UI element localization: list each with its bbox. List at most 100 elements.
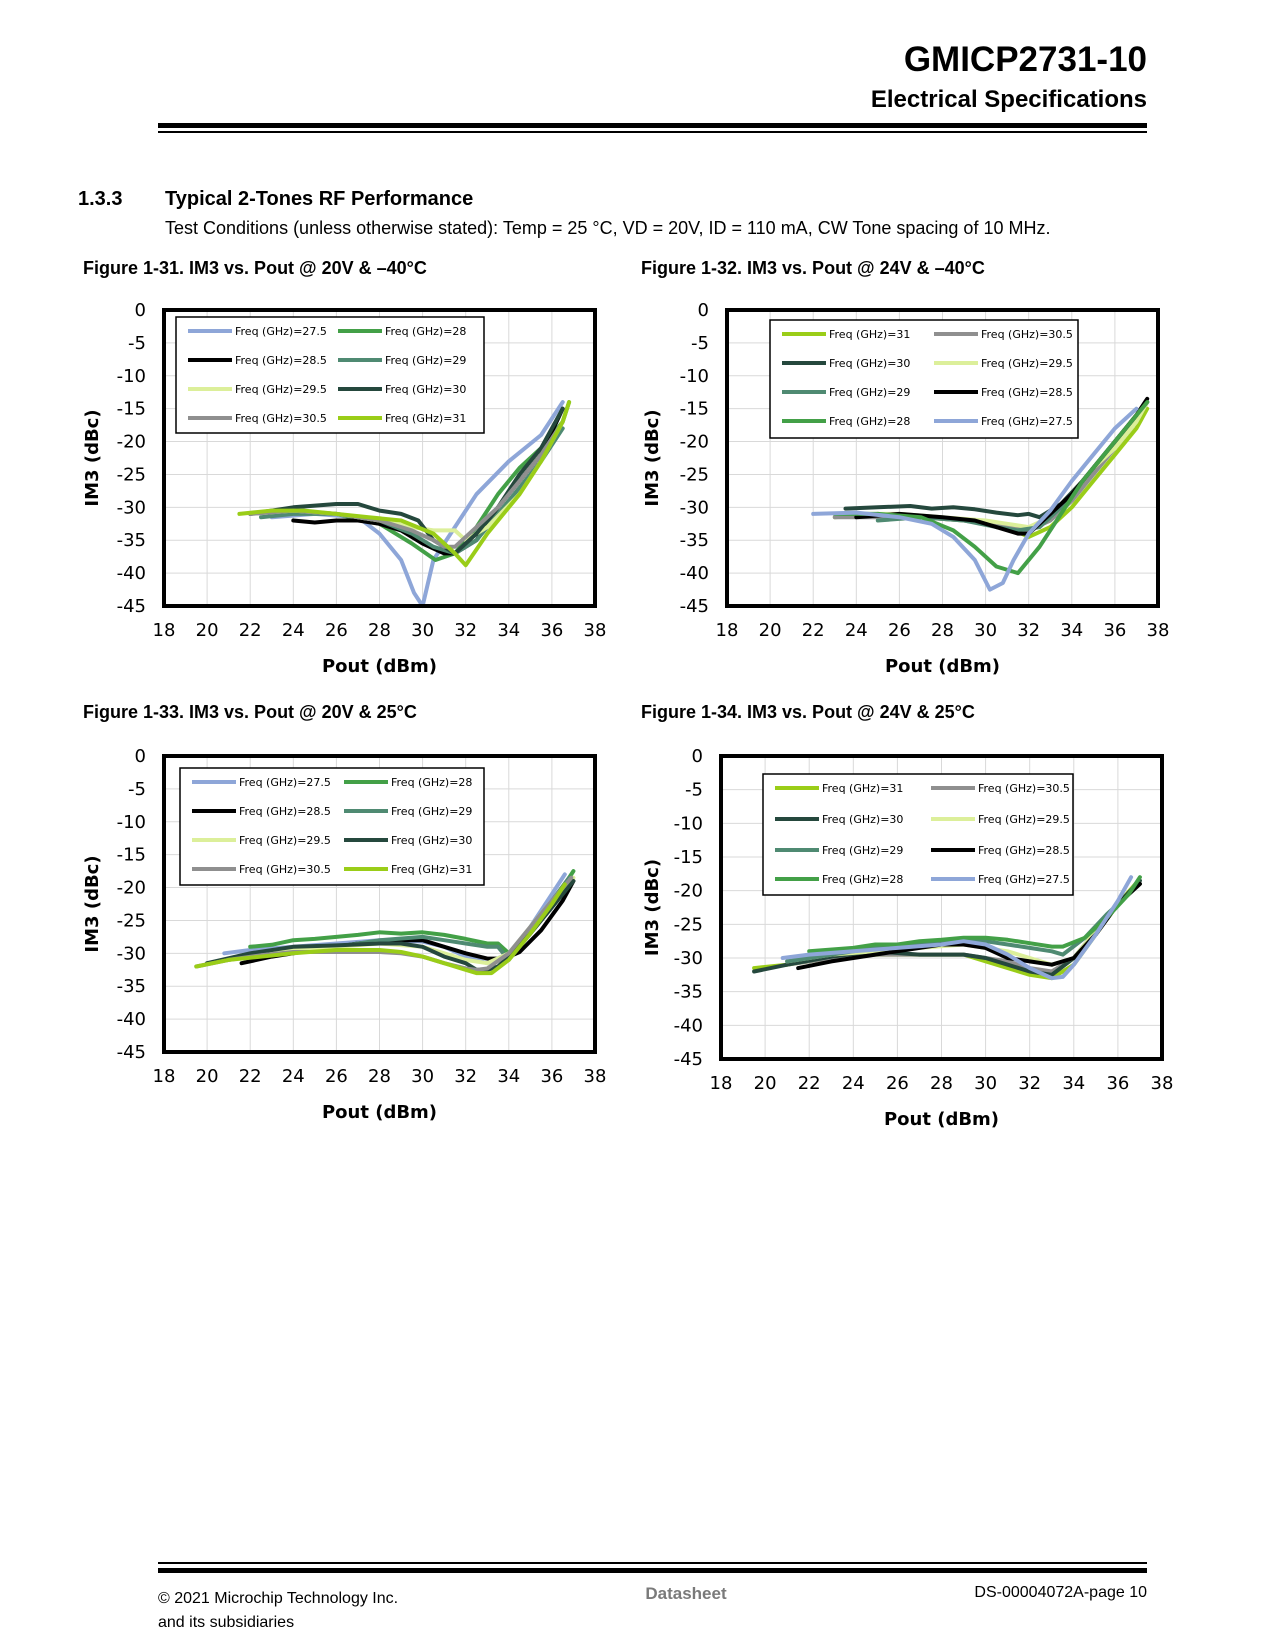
x-tick-label: 30 — [411, 620, 434, 641]
x-tick-label: 18 — [710, 1073, 733, 1094]
y-tick-label: -35 — [674, 982, 703, 1003]
series-line-30-5 — [248, 419, 565, 549]
x-tick-label: 18 — [716, 620, 739, 641]
y-tick-label: -20 — [674, 881, 703, 902]
figure-caption-1-32: Figure 1-32. IM3 vs. Pout @ 24V & –40°C — [641, 258, 985, 278]
y-axis-title: IM3 (dBc) — [82, 855, 103, 952]
x-tick-label: 22 — [239, 620, 262, 641]
y-tick-label: -45 — [680, 596, 709, 617]
series-line-28 — [807, 875, 1142, 954]
x-tick-label: 26 — [325, 620, 348, 641]
x-tick-label: 32 — [454, 620, 477, 641]
series-line-29 — [259, 426, 565, 556]
y-tick-label: -5 — [128, 779, 146, 800]
legend-label: Freq (GHz)=30 — [822, 813, 903, 826]
x-tick-label: 34 — [1062, 1073, 1085, 1094]
section-number: 1.3.3 — [78, 188, 123, 210]
x-axis-title: Pout (dBm) — [322, 656, 437, 677]
series-line-31 — [194, 882, 567, 976]
y-tick-label: -25 — [674, 914, 703, 935]
chart-fig-1-34: 18 20 22 24 26 28 30 32 34 36 38 0 -5 -10 -15 -20 -25 -30… — [630, 734, 1192, 1149]
chart-fig-1-33: 18 20 22 24 26 28 30 32 34 36 38 0 -5 -10 -15 -20 -25 -30… — [70, 734, 625, 1142]
x-tick-label: 30 — [411, 1066, 434, 1087]
x-tick-label: 28 — [930, 1073, 953, 1094]
y-tick-label: -40 — [117, 563, 146, 584]
series-line-28 — [832, 400, 1150, 576]
y-tick-label: -30 — [117, 497, 146, 518]
y-tick-label: -30 — [680, 497, 709, 518]
legend-label: Freq (GHz)=29 — [391, 805, 472, 818]
series-line-27-5 — [780, 875, 1134, 981]
legend-label: Freq (GHz)=29 — [385, 354, 466, 367]
x-axis-title: Pout (dBm) — [884, 1109, 999, 1130]
y-tick-label: -25 — [680, 464, 709, 485]
legend-label: Freq (GHz)=29.5 — [981, 357, 1073, 370]
legend-label: Freq (GHz)=28.5 — [981, 386, 1073, 399]
legend-label: Freq (GHz)=28.5 — [978, 844, 1070, 857]
legend-label: Freq (GHz)=29.5 — [235, 383, 327, 396]
y-tick-label: -40 — [680, 563, 709, 584]
legend-label: Freq (GHz)=30.5 — [981, 328, 1073, 341]
legend-label: Freq (GHz)=27.5 — [239, 776, 331, 789]
section-title: Typical 2-Tones RF Performance — [165, 188, 474, 210]
x-tick-label: 30 — [974, 620, 997, 641]
x-tick-label: 36 — [540, 1066, 563, 1087]
x-tick-label: 22 — [802, 620, 825, 641]
x-tick-label: 20 — [196, 1066, 219, 1087]
y-tick-label: -15 — [674, 847, 703, 868]
legend: Freq (GHz)=31 Freq (GHz)=30.5 Freq (GHz)=3… — [762, 773, 1074, 896]
legend-label: Freq (GHz)=31 — [822, 782, 903, 795]
series-line-31 — [237, 400, 572, 568]
y-tick-label: -20 — [117, 878, 146, 899]
legend-label: Freq (GHz)=29 — [822, 844, 903, 857]
legend-label: Freq (GHz)=28 — [385, 325, 466, 338]
header-subtitle: Electrical Specifications — [870, 86, 1147, 113]
y-axis-title: IM3 (dBc) — [642, 409, 663, 506]
x-tick-label: 18 — [153, 1066, 176, 1087]
y-tick-label: -35 — [680, 530, 709, 551]
legend-label: Freq (GHz)=28 — [391, 776, 472, 789]
legend-box — [179, 767, 485, 886]
plot-frame — [162, 308, 597, 608]
x-tick-label: 26 — [325, 1066, 348, 1087]
x-tick-label: 22 — [798, 1073, 821, 1094]
chart-fig-1-32: 18 20 22 24 26 28 30 32 34 36 38 0 -5 -10 -15 -20 -25 -30… — [630, 290, 1188, 696]
x-tick-label: 24 — [282, 1066, 305, 1087]
y-tick-label: -25 — [117, 910, 146, 931]
x-tick-label: 34 — [497, 620, 520, 641]
test-conditions: Test Conditions (unless otherwise stated… — [165, 218, 1051, 238]
y-tick-label: -45 — [117, 1042, 146, 1063]
x-tick-label: 30 — [974, 1073, 997, 1094]
x-tick-label: 36 — [540, 620, 563, 641]
y-axis-title: IM3 (dBc) — [82, 409, 103, 506]
x-tick-label: 24 — [282, 620, 305, 641]
x-tick-label: 38 — [1147, 620, 1170, 641]
y-tick-label: -5 — [685, 780, 703, 801]
header-rule-thin — [158, 131, 1147, 133]
plot-frame — [162, 754, 597, 1054]
x-tick-label: 26 — [886, 1073, 909, 1094]
legend-label: Freq (GHz)=30 — [391, 834, 472, 847]
y-tick-label: -25 — [117, 464, 146, 485]
legend-label: Freq (GHz)=29 — [829, 386, 910, 399]
legend-label: Freq (GHz)=27.5 — [981, 415, 1073, 428]
x-tick-label: 18 — [153, 620, 176, 641]
x-tick-label: 28 — [931, 620, 954, 641]
x-tick-label: 32 — [1018, 1073, 1041, 1094]
legend-label: Freq (GHz)=28 — [829, 415, 910, 428]
footer-subsidiaries-line: and its subsidiaries — [158, 1614, 295, 1631]
legend-label: Freq (GHz)=29.5 — [239, 834, 331, 847]
x-tick-label: 34 — [497, 1066, 520, 1087]
legend-label: Freq (GHz)=29.5 — [978, 813, 1070, 826]
x-tick-label: 36 — [1106, 1073, 1129, 1094]
x-tick-label: 28 — [368, 1066, 391, 1087]
x-tick-label: 38 — [584, 1066, 607, 1087]
legend-label: Freq (GHz)=30.5 — [239, 863, 331, 876]
plot-frame — [725, 308, 1160, 608]
footer-doctype: Datasheet — [645, 1584, 727, 1603]
x-tick-label: 24 — [845, 620, 868, 641]
y-tick-label: -35 — [117, 976, 146, 997]
legend-label: Freq (GHz)=30.5 — [978, 782, 1070, 795]
y-tick-label: 0 — [692, 746, 703, 767]
y-tick-label: -30 — [117, 943, 146, 964]
